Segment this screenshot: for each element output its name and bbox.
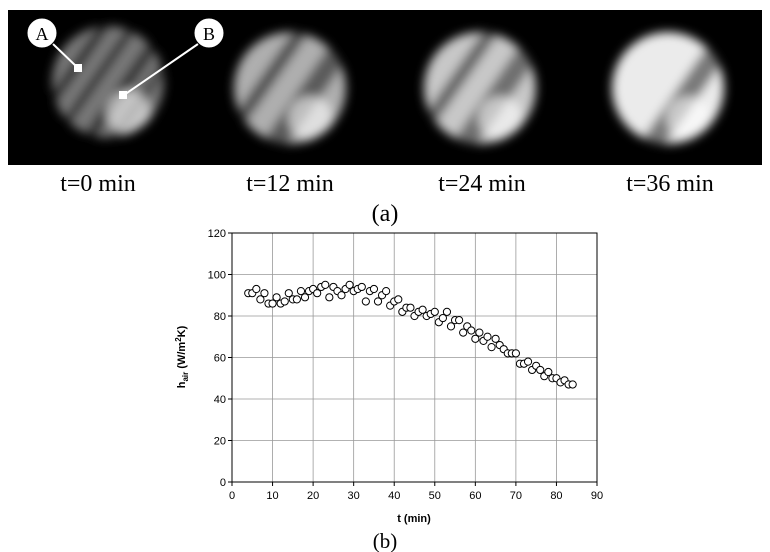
y-label-sub: air bbox=[181, 372, 190, 382]
data-point bbox=[443, 308, 450, 315]
x-tick-label: 50 bbox=[429, 490, 441, 502]
marker-label: A bbox=[36, 24, 49, 44]
figure: A B t=0 min t=12 min t=24 min t=36 min (… bbox=[0, 0, 770, 552]
data-point bbox=[407, 304, 414, 311]
y-tick-label: 40 bbox=[214, 394, 226, 406]
y-axis-label: hair (W/m2K) bbox=[174, 325, 190, 388]
data-point bbox=[524, 358, 531, 365]
y-tick-label: 60 bbox=[214, 353, 226, 365]
x-tick-label: 80 bbox=[550, 490, 562, 502]
x-tick-label: 90 bbox=[591, 490, 603, 502]
data-point bbox=[383, 288, 390, 295]
data-point bbox=[569, 381, 576, 388]
data-point bbox=[395, 296, 402, 303]
x-tick-label: 60 bbox=[469, 490, 481, 502]
time-label: t=12 min bbox=[246, 171, 334, 197]
x-tick-label: 30 bbox=[348, 490, 360, 502]
x-tick-label: 10 bbox=[266, 490, 278, 502]
data-point bbox=[431, 308, 438, 315]
time-label: t=36 min bbox=[626, 171, 714, 197]
x-axis-label: t (min) bbox=[397, 513, 431, 525]
x-tick-label: 40 bbox=[388, 490, 400, 502]
caption: (b) bbox=[373, 529, 398, 552]
data-point bbox=[484, 333, 491, 340]
time-label: t=24 min bbox=[438, 171, 526, 197]
point-b bbox=[119, 91, 127, 99]
data-point bbox=[468, 327, 475, 334]
x-tick-label: 20 bbox=[307, 490, 319, 502]
time-label: t=0 min bbox=[60, 171, 136, 197]
y-tick-label: 100 bbox=[208, 270, 226, 282]
data-point bbox=[456, 317, 463, 324]
y-tick-label: 0 bbox=[220, 477, 226, 489]
data-point bbox=[322, 281, 329, 288]
y-label-part: K) bbox=[176, 325, 188, 337]
data-point bbox=[362, 298, 369, 305]
x-tick-label: 70 bbox=[510, 490, 522, 502]
data-point bbox=[326, 294, 333, 301]
y-label-part: (W/m bbox=[176, 342, 188, 372]
data-point bbox=[358, 283, 365, 290]
data-point bbox=[512, 350, 519, 357]
data-point bbox=[293, 296, 300, 303]
data-point bbox=[253, 285, 260, 292]
y-tick-label: 20 bbox=[214, 436, 226, 448]
x-tick-label: 0 bbox=[229, 490, 235, 502]
data-point bbox=[370, 285, 377, 292]
data-point bbox=[261, 290, 268, 297]
data-point bbox=[476, 329, 483, 336]
data-point bbox=[281, 298, 288, 305]
caption: (a) bbox=[372, 201, 399, 227]
point-a bbox=[74, 64, 82, 72]
data-point bbox=[488, 344, 495, 351]
y-tick-label: 80 bbox=[214, 311, 226, 323]
marker-label: B bbox=[203, 24, 215, 44]
y-tick-label: 120 bbox=[208, 228, 226, 240]
